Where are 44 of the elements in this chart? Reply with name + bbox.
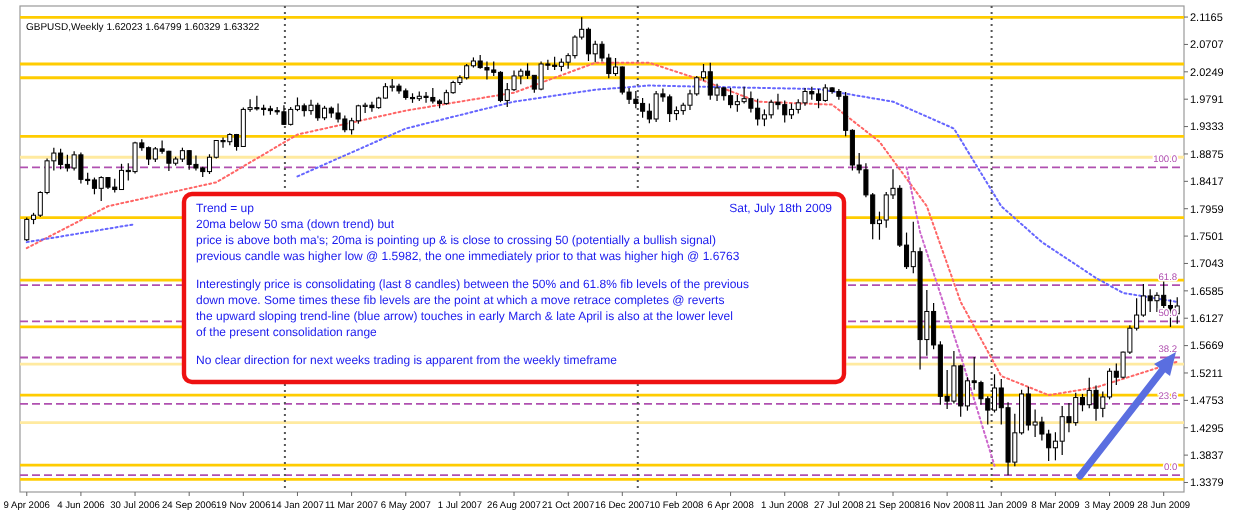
candlestick <box>240 107 246 148</box>
candlestick <box>619 65 625 96</box>
candlestick <box>1073 392 1079 427</box>
candlestick <box>98 175 104 202</box>
candlestick <box>254 95 260 112</box>
candlestick <box>816 88 822 109</box>
candlestick <box>991 373 998 414</box>
candlestick <box>640 97 646 119</box>
candlestick <box>585 26 591 62</box>
candlestick <box>146 145 152 166</box>
candlestick <box>308 99 314 116</box>
candlestick <box>728 87 734 109</box>
candlestick <box>1161 279 1167 311</box>
candlestick <box>653 90 659 123</box>
candlestick <box>1147 288 1153 313</box>
line-series <box>905 166 996 467</box>
candlestick <box>1086 377 1092 409</box>
candlestick <box>423 91 429 104</box>
candlestick <box>78 151 84 185</box>
candlestick <box>362 102 368 114</box>
candlestick <box>667 93 673 123</box>
candlestick <box>1093 384 1099 422</box>
candlestick <box>484 60 490 81</box>
candlestick <box>1059 405 1065 456</box>
candlestick <box>538 60 544 91</box>
candlestick <box>132 141 138 174</box>
candlestick <box>497 70 504 103</box>
candlestick <box>741 86 747 105</box>
candlestick <box>186 149 192 171</box>
candlestick <box>755 98 761 127</box>
candlestick <box>281 104 287 126</box>
candlestick <box>369 101 375 113</box>
candlestick <box>1154 291 1160 313</box>
candlestick <box>193 154 199 171</box>
candlestick <box>707 62 713 101</box>
candlestick <box>288 106 294 127</box>
candlestick <box>118 163 125 191</box>
candlestick <box>768 99 774 119</box>
candlestick <box>335 102 341 124</box>
candlestick <box>58 148 64 170</box>
candlestick <box>1025 386 1031 432</box>
candlestick <box>951 350 957 405</box>
candlestick <box>782 99 788 124</box>
candlestick <box>24 217 30 242</box>
